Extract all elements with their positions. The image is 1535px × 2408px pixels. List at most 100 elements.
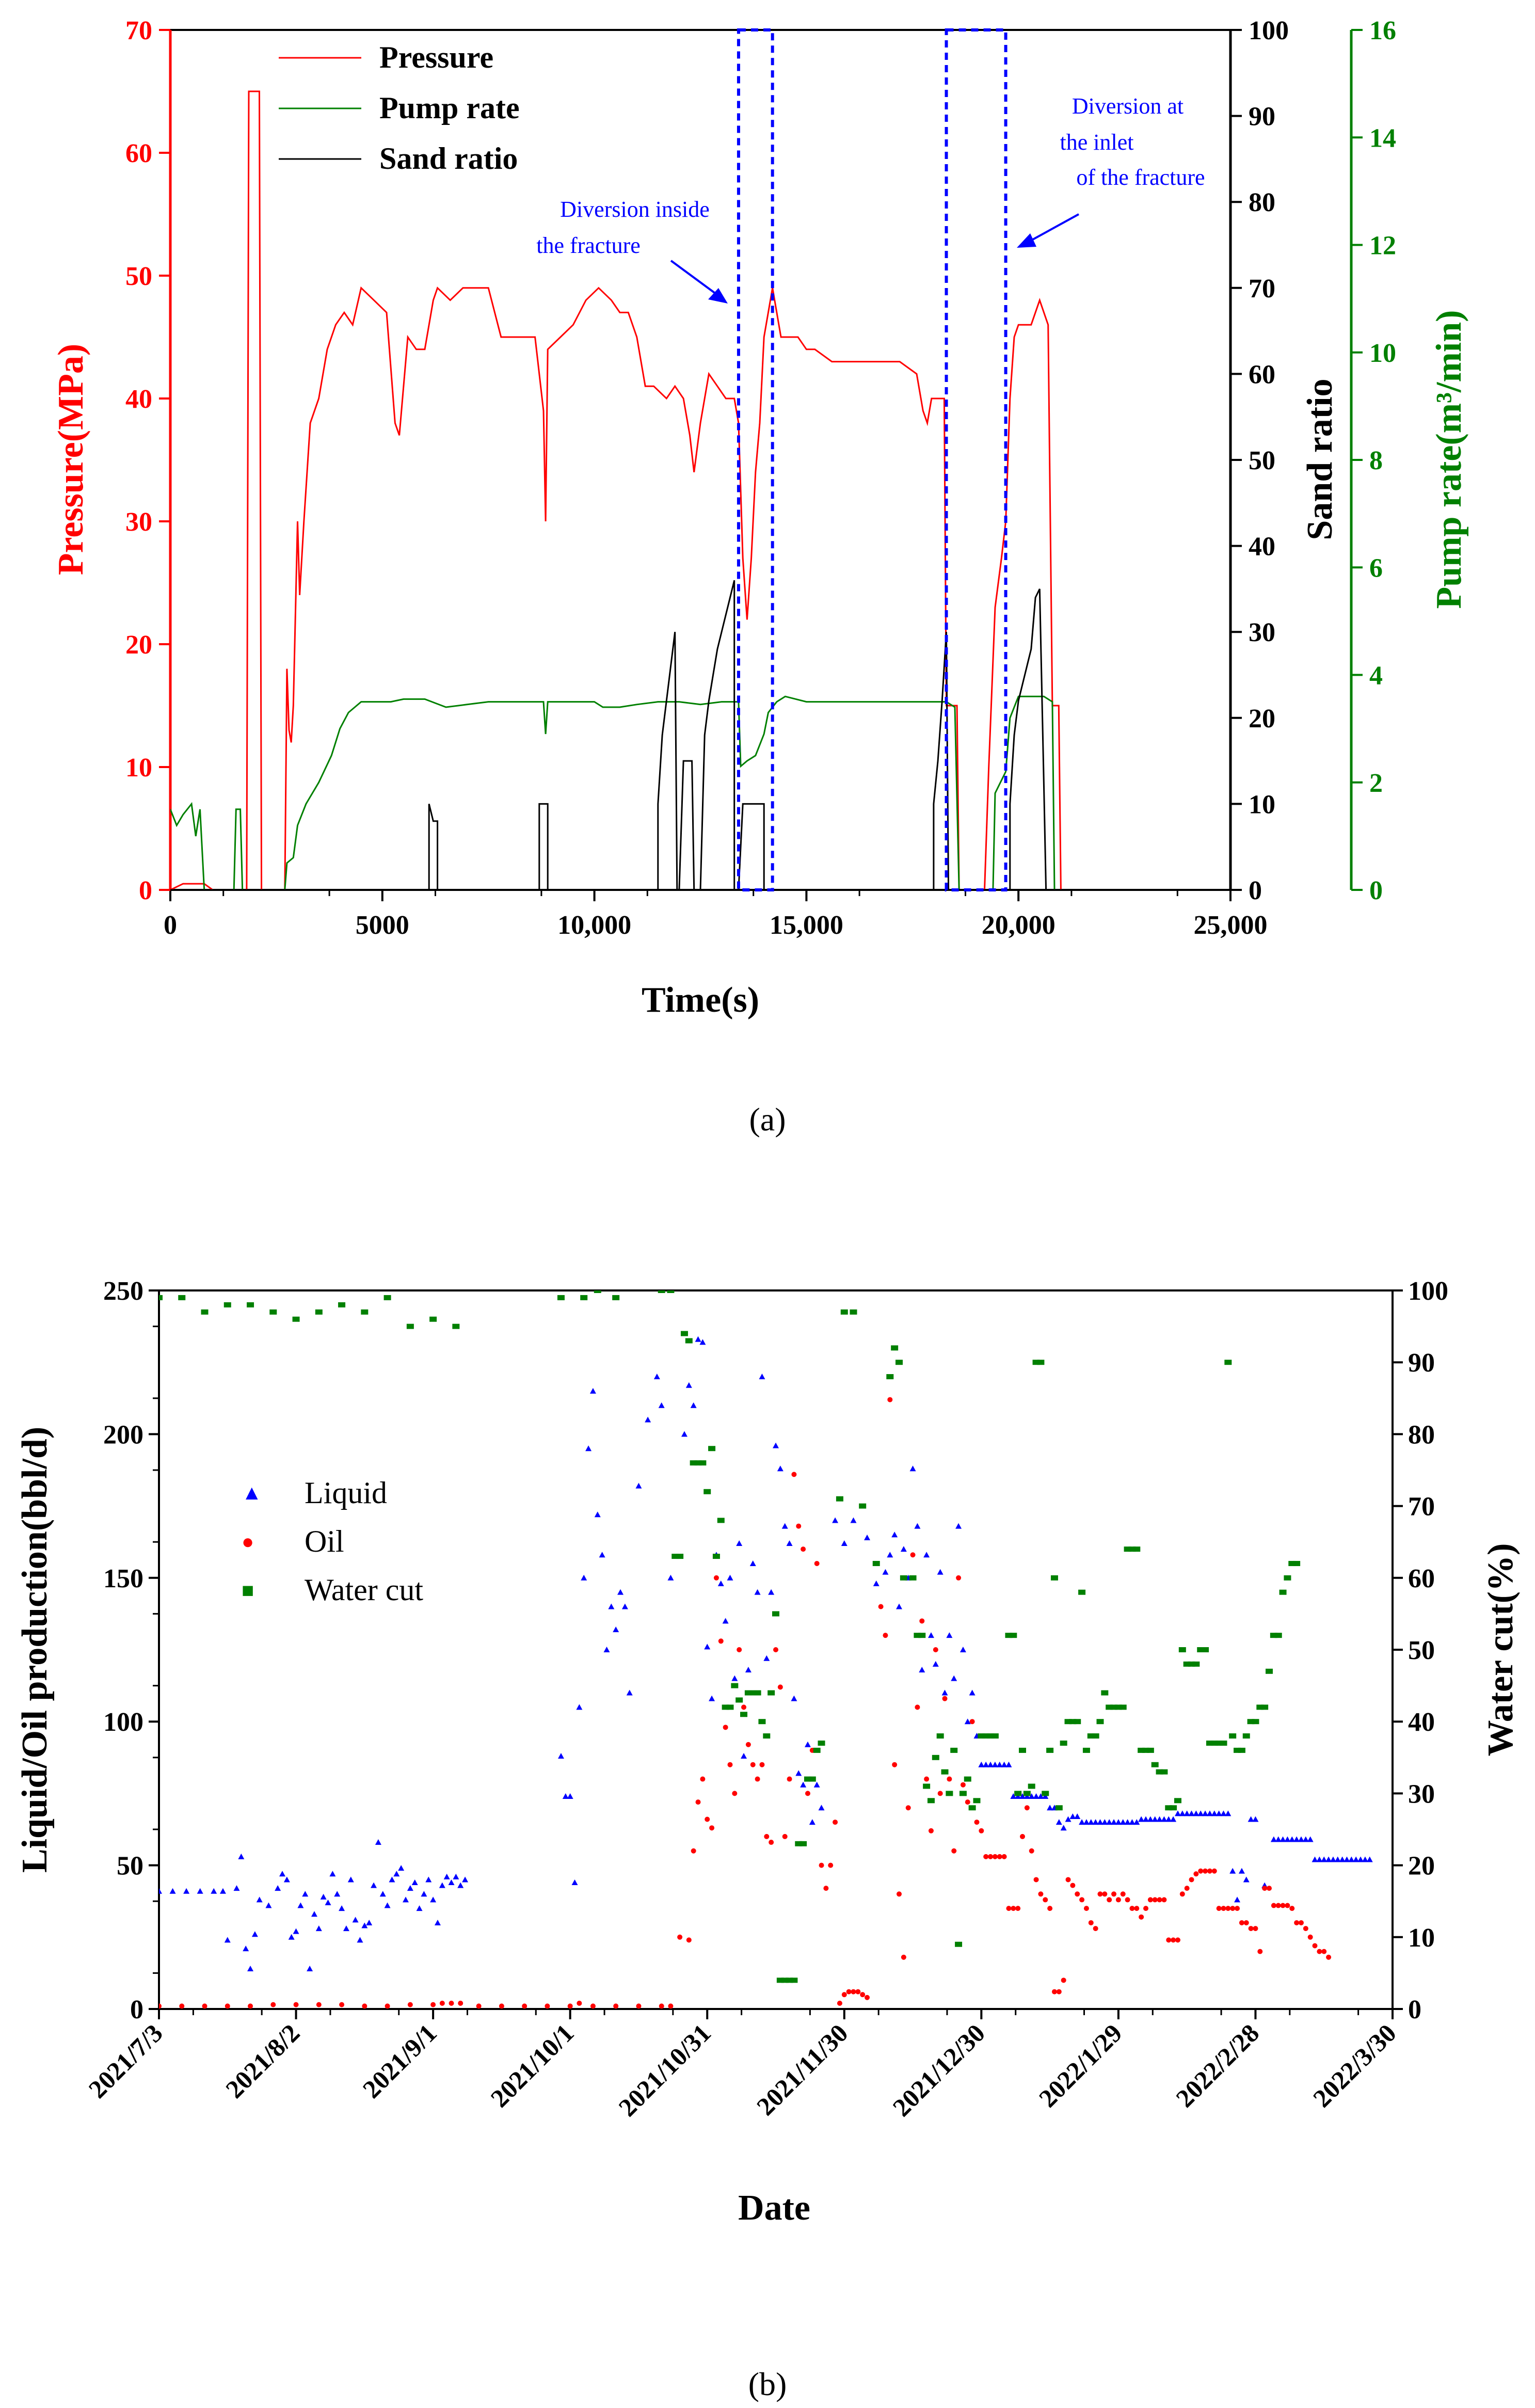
- liquid-point: [992, 1761, 998, 1767]
- oil-point: [1307, 1934, 1313, 1940]
- liquid-point: [850, 1517, 857, 1523]
- oil-point: [1088, 1920, 1094, 1925]
- liquid-point: [932, 1661, 939, 1667]
- pump-tick-label: 12: [1369, 231, 1396, 261]
- liquid-point: [1339, 1856, 1346, 1862]
- liquid-point: [603, 1647, 610, 1652]
- liquid-point: [1042, 1793, 1049, 1799]
- oil-point: [248, 2003, 253, 2009]
- x-tick-label-b: 2022/1/29: [1033, 2018, 1128, 2113]
- oil-point: [1175, 1937, 1180, 1943]
- annotation-1-line2: the fracture: [536, 233, 641, 258]
- liquid-point: [635, 1482, 642, 1489]
- oil-point: [270, 2002, 276, 2007]
- liquid-point: [366, 1919, 373, 1925]
- liquid-point: [311, 1911, 317, 1917]
- watercut-point: [1274, 1633, 1282, 1638]
- oil-point: [1267, 1886, 1272, 1891]
- oil-point: [1143, 1906, 1148, 1911]
- liquid-point: [411, 1879, 418, 1886]
- liquid-point: [265, 1902, 272, 1908]
- watercut-point: [612, 1295, 620, 1300]
- oil-point: [695, 1799, 701, 1805]
- liquid-point: [1138, 1816, 1145, 1822]
- liquid-point: [951, 1675, 957, 1681]
- annotation-2-line1: Diversion at: [1072, 93, 1184, 119]
- oil-point: [1257, 1949, 1263, 1954]
- x-tick-label-b: 2022/3/30: [1307, 2018, 1402, 2113]
- oil-point: [937, 1791, 943, 1796]
- oil-point: [1285, 1903, 1290, 1908]
- oil-point: [1179, 1891, 1185, 1897]
- liquid-point: [1101, 1819, 1108, 1825]
- oil-point: [833, 1820, 838, 1825]
- series-line-pump-rate: [170, 695, 1230, 890]
- watercut-point: [776, 1978, 784, 1983]
- oil-point: [727, 1762, 733, 1767]
- oil-point: [805, 1791, 810, 1796]
- legend-liquid-label: Liquid: [305, 1476, 387, 1510]
- y2-tick-label-b: 0: [1408, 1995, 1421, 2024]
- y-tick-label-b: 150: [103, 1564, 143, 1593]
- liquid-point: [900, 1546, 907, 1552]
- watercut-point: [722, 1704, 729, 1710]
- liquid-point: [453, 1873, 459, 1879]
- liquid-point: [896, 1603, 902, 1609]
- watercut-point: [781, 1978, 789, 1983]
- oil-point: [1326, 1954, 1332, 1960]
- oil-point: [1211, 1868, 1217, 1874]
- liquid-point: [1220, 1810, 1227, 1816]
- liquid-point: [211, 1888, 217, 1894]
- watercut-point: [1224, 1360, 1232, 1365]
- oil-point: [659, 2003, 664, 2009]
- oil-point: [892, 1762, 898, 1767]
- watercut-point: [786, 1978, 793, 1983]
- liquid-point: [462, 1876, 469, 1883]
- oil-point: [969, 1719, 975, 1725]
- oil-point: [159, 2003, 162, 2009]
- watercut-point: [804, 1776, 811, 1782]
- watercut-point: [338, 1302, 346, 1307]
- oil-point: [1303, 1926, 1308, 1932]
- y2-tick-label-b: 80: [1408, 1420, 1435, 1449]
- y2-tick-label-b: 10: [1408, 1923, 1435, 1953]
- oil-point: [828, 1862, 834, 1868]
- liquid-point: [1147, 1816, 1154, 1822]
- liquid-point: [1312, 1856, 1318, 1862]
- watercut-point: [1092, 1733, 1099, 1739]
- watercut-point: [1142, 1747, 1149, 1753]
- watercut-point: [1206, 1740, 1213, 1746]
- liquid-point: [1289, 1836, 1296, 1842]
- oil-point: [1198, 1868, 1204, 1874]
- watercut-point: [946, 1791, 953, 1796]
- liquid-point: [626, 1689, 633, 1696]
- liquid-point: [448, 1879, 455, 1886]
- oil-point: [901, 1954, 906, 1960]
- liquid-point: [434, 1919, 441, 1925]
- watercut-point: [731, 1683, 739, 1688]
- oil-point: [1134, 1906, 1140, 1911]
- liquid-point: [1234, 1896, 1241, 1903]
- chart-b-series: [159, 1290, 1373, 2009]
- liquid-point: [1366, 1856, 1373, 1862]
- diversion-box-2: [945, 28, 1008, 891]
- watercut-point: [896, 1360, 903, 1365]
- oil-point: [837, 2000, 842, 2006]
- liquid-point: [1252, 1816, 1259, 1822]
- watercut-point: [735, 1697, 743, 1703]
- liquid-point: [914, 1523, 921, 1529]
- sand-tick-label: 20: [1249, 704, 1275, 733]
- sand-tick-label: 50: [1249, 446, 1275, 475]
- liquid-point: [379, 1891, 386, 1897]
- liquid-point: [251, 1931, 258, 1937]
- liquid-point: [1184, 1810, 1190, 1816]
- liquid-point: [371, 1882, 377, 1888]
- liquid-point: [727, 1574, 733, 1581]
- pressure-tick-label: 20: [125, 630, 152, 660]
- liquid-point: [923, 1552, 930, 1558]
- liquid-point: [709, 1695, 715, 1701]
- oil-point: [613, 2003, 619, 2009]
- liquid-point: [1161, 1816, 1168, 1822]
- chart-a-ylabel-pump: Pump rate(m³/min): [1429, 310, 1469, 609]
- oil-point: [1043, 1897, 1048, 1903]
